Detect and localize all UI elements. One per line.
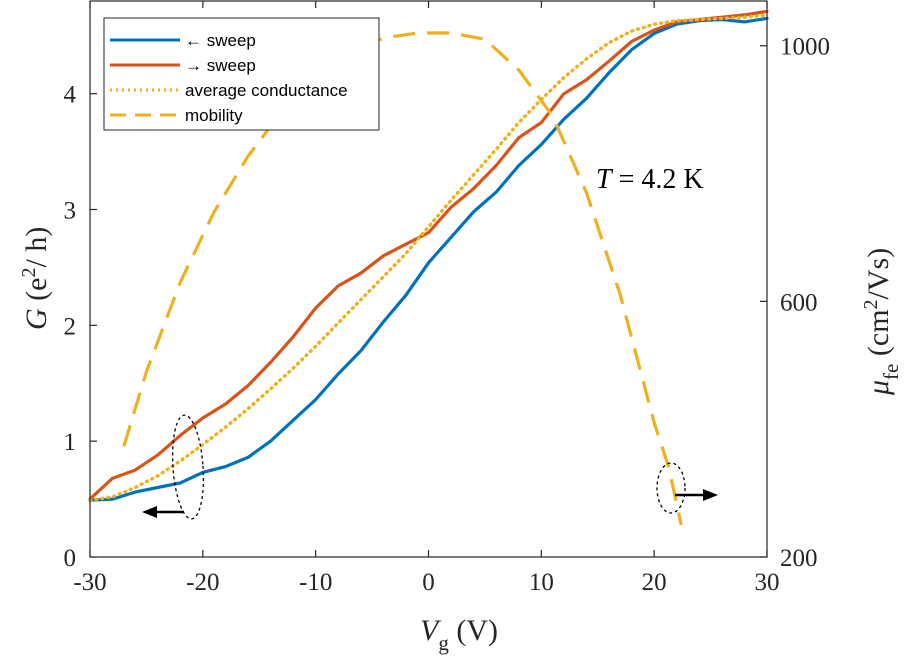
legend-label-mobility: mobility — [185, 106, 243, 125]
left-axis-ellipse — [171, 414, 205, 520]
y-right-tick-label: 1000 — [780, 34, 830, 61]
y-right-tick-label: 200 — [780, 545, 818, 572]
series-line-mobility — [122, 31, 683, 526]
legend-box — [103, 17, 380, 131]
legend-label-average: average conductance — [185, 81, 348, 100]
legend-label-back-sweep: ← sweep — [185, 31, 256, 50]
x-axis-label: Vg (V) — [420, 614, 498, 655]
x-tick-label: -10 — [299, 569, 332, 596]
x-tick-label: -30 — [73, 569, 106, 596]
y-left-tick-label: 3 — [64, 198, 77, 225]
legend: ← sweep → sweep average conductance mobi… — [103, 17, 380, 131]
x-tick-label: -20 — [186, 569, 219, 596]
y-left-tick-label: 1 — [64, 429, 77, 456]
ticks-layer: -30 -20 -10 0 10 20 30 0 1 2 3 4 200 600 1000 — [64, 1, 830, 596]
y-axis-left-label: G (e2/ h) — [18, 227, 53, 330]
series-line-average-conductance — [88, 13, 769, 502]
right-arrow-icon — [703, 489, 718, 501]
left-arrow-icon — [142, 506, 157, 518]
series-line-fwd-sweep — [88, 9, 769, 501]
y-left-tick-label: 2 — [64, 313, 77, 340]
x-tick-label: 30 — [755, 569, 780, 596]
y-left-tick-label: 0 — [64, 545, 77, 572]
x-tick-label: 10 — [529, 569, 554, 596]
legend-label-fwd-sweep: → sweep — [185, 56, 256, 75]
x-tick-label: 0 — [422, 569, 435, 596]
direction-markers — [142, 414, 718, 520]
y-left-tick-label: 4 — [64, 82, 77, 109]
y-right-tick-label: 600 — [780, 289, 818, 316]
temperature-annotation: T = 4.2 K — [596, 164, 704, 195]
x-tick-label: 20 — [642, 569, 667, 596]
y-axis-right-label: μfe (cm2/Vs) — [860, 248, 903, 396]
right-axis-ellipse — [656, 462, 686, 514]
